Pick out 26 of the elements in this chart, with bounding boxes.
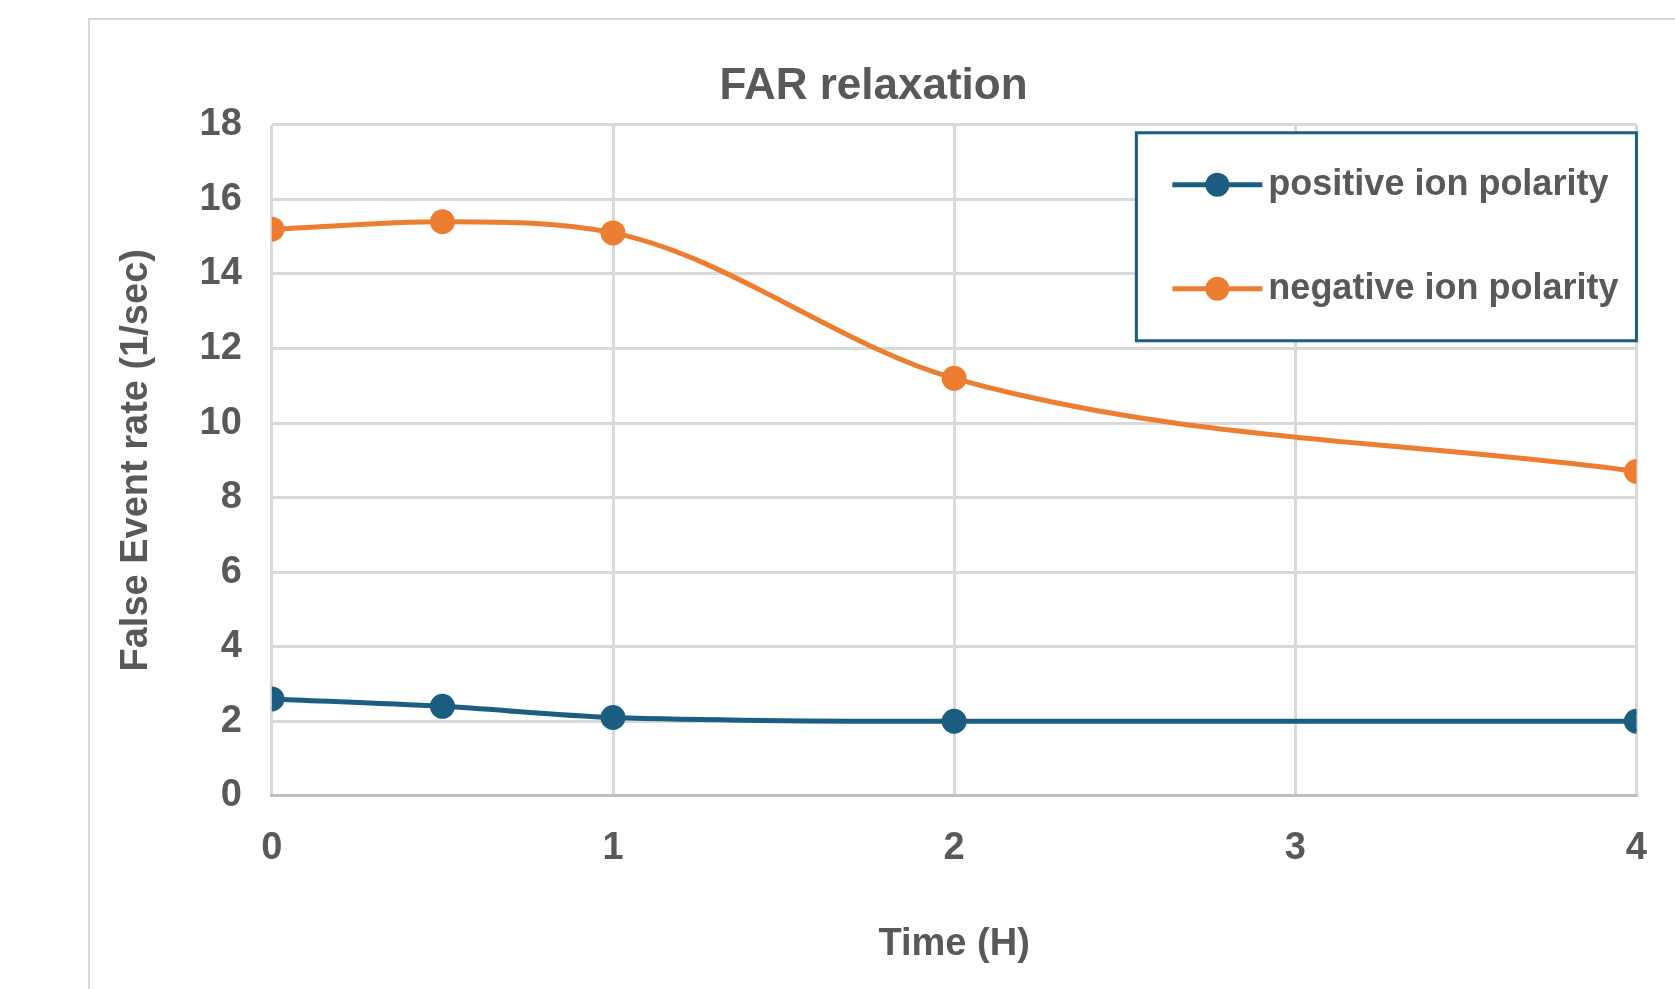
y-tick-label: 2 [220, 697, 242, 740]
y-tick-label: 12 [199, 324, 242, 367]
point [941, 365, 967, 391]
point [941, 708, 967, 734]
point [429, 209, 455, 235]
legend-label: negative ion polarity [1268, 265, 1619, 307]
x-tick-label: 3 [1284, 825, 1306, 868]
x-tick-label: 4 [1625, 825, 1647, 868]
x-axis-title: Time (H) [878, 920, 1030, 963]
chart-title: FAR relaxation [719, 58, 1028, 108]
legend-label: positive ion polarity [1268, 161, 1609, 203]
x-tick-label: 1 [602, 825, 624, 868]
y-tick-label: 8 [220, 474, 242, 517]
point [429, 693, 455, 719]
y-tick-label: 4 [220, 623, 242, 666]
y-tick-label: 6 [220, 548, 242, 591]
point [600, 220, 626, 246]
y-tick-label: 18 [199, 101, 242, 144]
y-tick-label: 16 [199, 175, 242, 218]
x-tick-label: 2 [943, 825, 965, 868]
y-axis-title: False Event rate (1/sec) [113, 249, 156, 672]
y-tick-label: 0 [220, 772, 242, 815]
x-tick-label: 0 [261, 825, 283, 868]
y-tick-label: 14 [199, 250, 242, 293]
point [600, 705, 626, 731]
y-tick-label: 10 [199, 399, 242, 442]
